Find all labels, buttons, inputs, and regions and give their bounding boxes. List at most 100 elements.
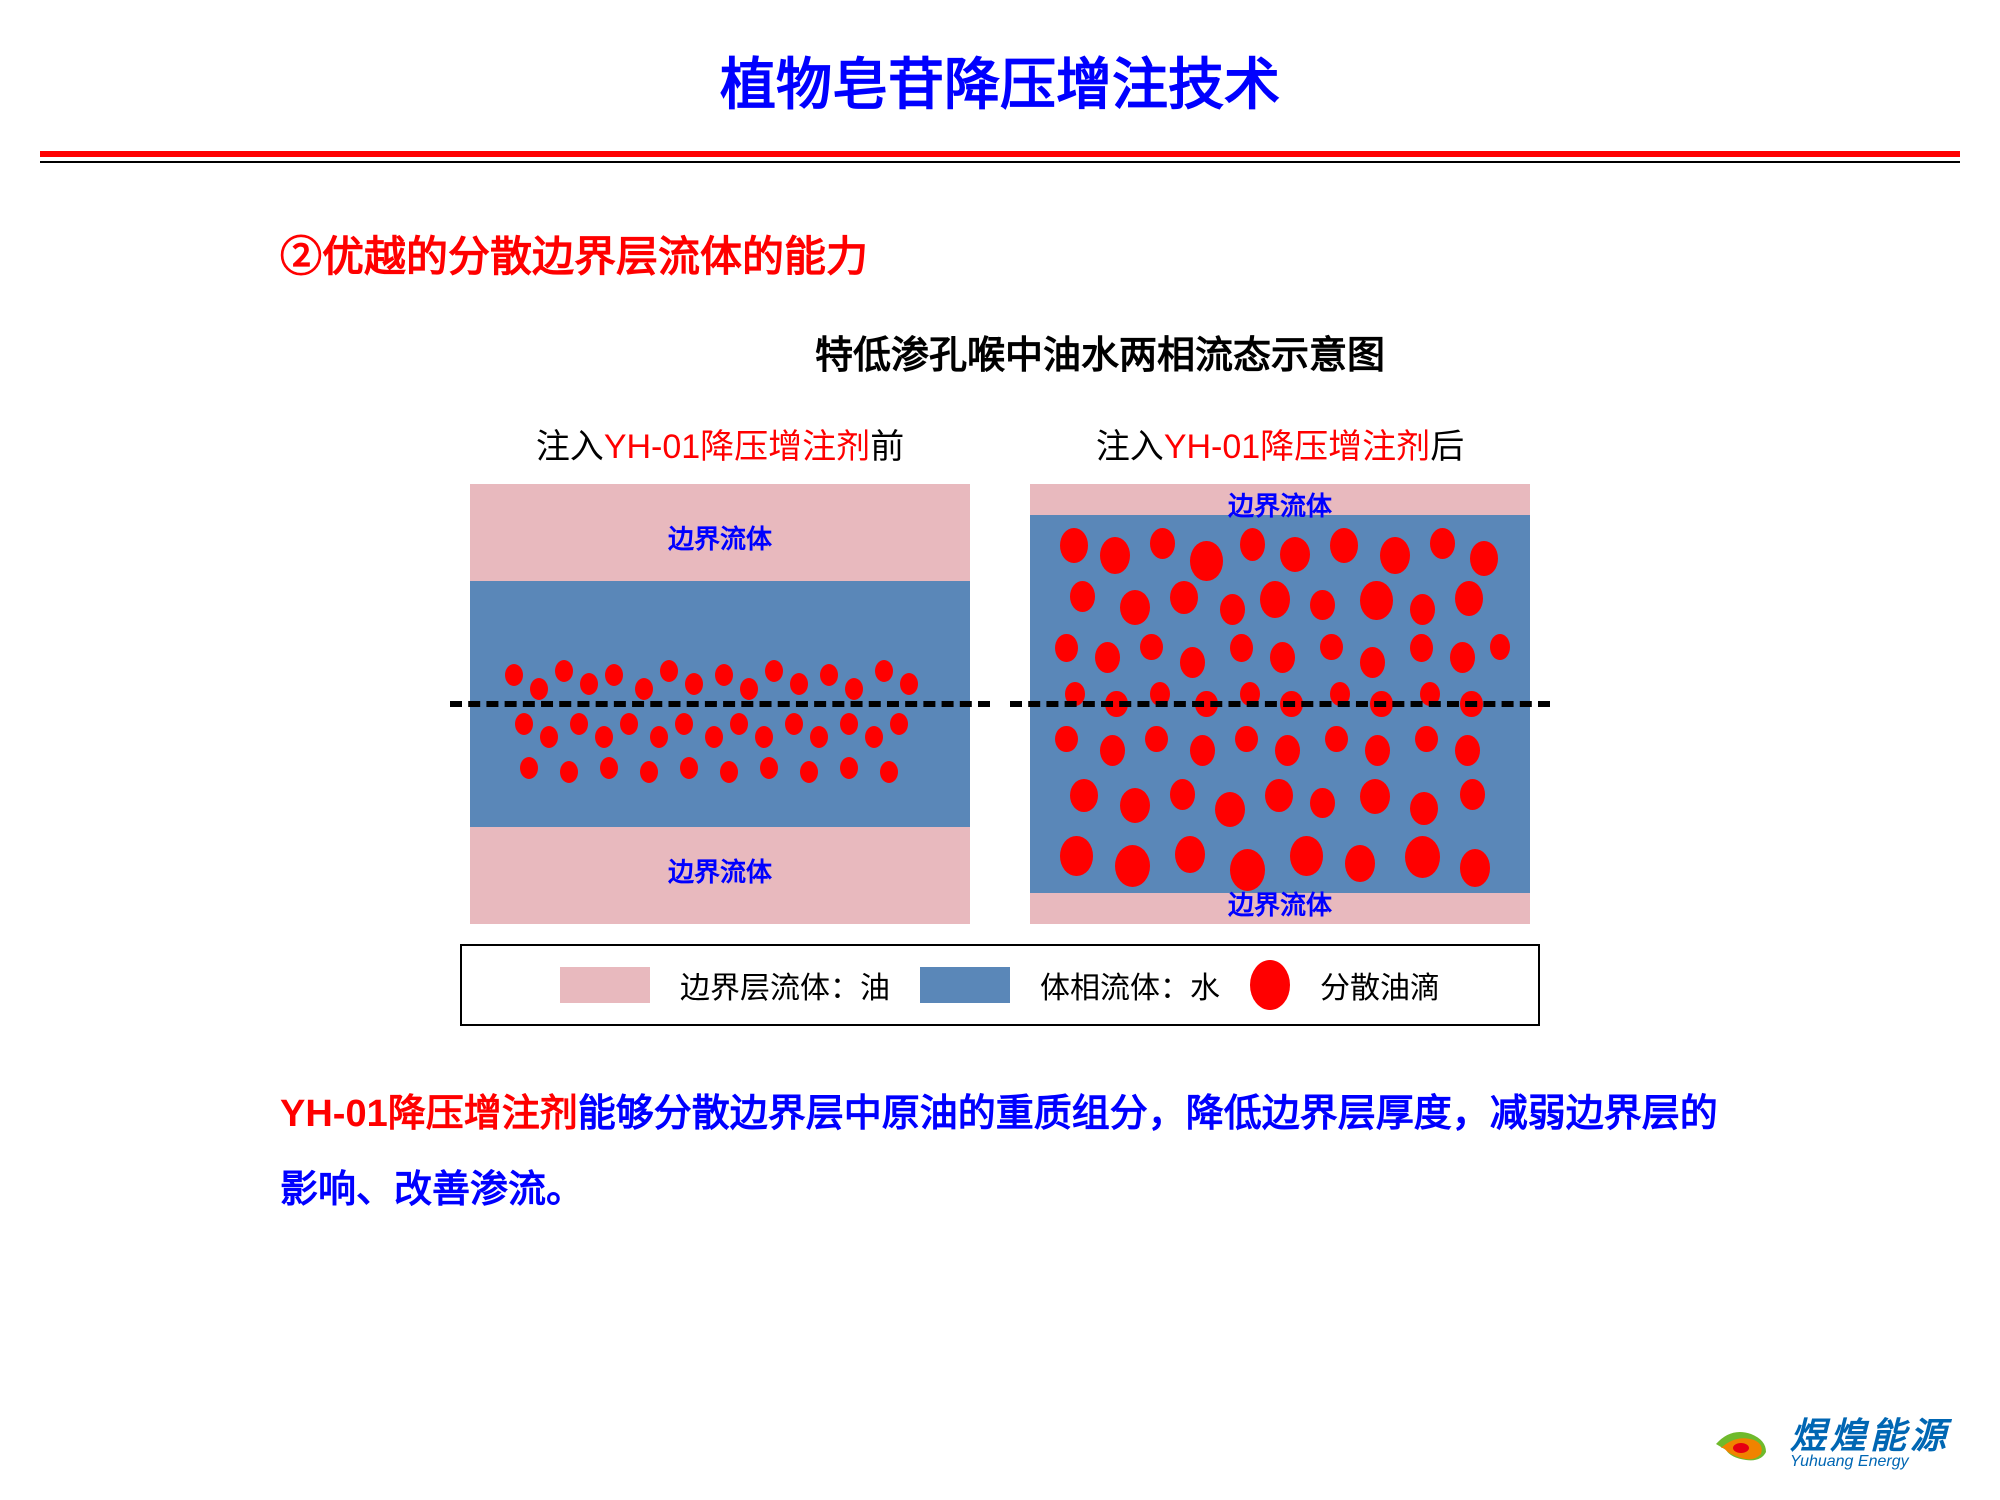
oil-droplet <box>785 713 803 735</box>
oil-droplet <box>765 660 783 682</box>
oil-droplet <box>1260 581 1290 618</box>
oil-droplet <box>1170 779 1195 810</box>
divider-red <box>40 151 1960 157</box>
oil-droplet <box>1180 647 1205 678</box>
subtitle: ②优越的分散边界层流体的能力 <box>280 223 1720 284</box>
oil-droplet <box>680 757 698 779</box>
oil-droplet <box>840 713 858 735</box>
oil-droplet <box>1055 634 1078 663</box>
logo-swirl-icon <box>1706 1422 1776 1466</box>
oil-droplet <box>730 713 748 735</box>
oil-droplet <box>1310 788 1335 819</box>
oil-droplet <box>660 660 678 682</box>
oil-droplet <box>1235 726 1258 752</box>
oil-droplet <box>1230 634 1253 663</box>
zone-label-top: 边界流体 <box>1228 486 1332 523</box>
oil-droplet <box>845 678 863 700</box>
panel-after: 边界流体边界流体 <box>1030 484 1530 924</box>
header: 植物皂苷降压增注技术 <box>0 0 2000 141</box>
oil-droplet <box>890 713 908 735</box>
oil-droplet <box>1415 726 1438 752</box>
oil-droplet <box>1190 541 1223 581</box>
oil-droplet <box>1150 528 1175 559</box>
oil-droplet <box>1120 590 1150 625</box>
legend-label-water: 体相流体：水 <box>1040 963 1220 1007</box>
oil-droplet <box>1405 836 1440 878</box>
oil-droplet <box>1115 845 1150 887</box>
center-dash-line <box>1010 701 1550 707</box>
oil-droplet <box>1095 642 1120 673</box>
oil-droplet <box>540 726 558 748</box>
panel-before: 边界流体边界流体 <box>470 484 970 924</box>
oil-droplet <box>1360 779 1390 814</box>
page-title: 植物皂苷降压增注技术 <box>0 40 2000 121</box>
oil-droplet <box>675 713 693 735</box>
oil-droplet <box>740 678 758 700</box>
oil-droplet <box>515 713 533 735</box>
oil-droplet <box>1450 642 1475 673</box>
oil-droplet <box>1330 528 1358 563</box>
panel-before-label: 注入YH-01降压增注剂前 <box>470 419 970 468</box>
oil-droplet <box>600 757 618 779</box>
oil-droplet <box>1455 735 1480 766</box>
oil-droplet <box>1380 537 1410 574</box>
oil-droplet <box>1490 634 1510 660</box>
oil-droplet <box>1275 735 1300 766</box>
legend-swatch-droplet <box>1250 960 1290 1010</box>
oil-droplet <box>1345 845 1375 882</box>
center-dash-line <box>450 701 990 707</box>
oil-droplet <box>1455 581 1483 616</box>
oil-droplet <box>1460 849 1490 886</box>
content: ②优越的分散边界层流体的能力 特低渗孔喉中油水两相流态示意图 注入YH-01降压… <box>0 163 2000 1228</box>
zone-label-bottom: 边界流体 <box>668 852 772 889</box>
oil-droplet <box>705 726 723 748</box>
oil-droplet <box>1290 836 1323 876</box>
oil-droplet <box>1100 735 1125 766</box>
oil-droplet <box>1410 594 1435 625</box>
oil-droplet <box>1410 792 1438 825</box>
panel-before-wrap: 注入YH-01降压增注剂前 边界流体边界流体 <box>470 419 970 924</box>
oil-droplet <box>1240 528 1265 561</box>
oil-droplet <box>595 726 613 748</box>
oil-droplet <box>840 757 858 779</box>
oil-droplet <box>755 726 773 748</box>
oil-droplet <box>1215 792 1245 827</box>
oil-droplet <box>1360 581 1393 621</box>
oil-droplet <box>1360 647 1385 678</box>
oil-droplet <box>875 660 893 682</box>
logo: 煜煌能源 Yuhuang Energy <box>1706 1418 1950 1470</box>
oil-droplet <box>865 726 883 748</box>
logo-text: 煜煌能源 Yuhuang Energy <box>1790 1418 1950 1470</box>
oil-droplet <box>650 726 668 748</box>
panel-after-label: 注入YH-01降压增注剂后 <box>1030 419 1530 468</box>
bottom-text: YH-01降压增注剂能够分散边界层中原油的重质组分，降低边界层厚度，减弱边界层的… <box>280 1076 1720 1228</box>
oil-droplet <box>1265 779 1293 812</box>
panel-after-wrap: 注入YH-01降压增注剂后 边界流体边界流体 <box>1030 419 1530 924</box>
oil-droplet <box>1070 779 1098 812</box>
oil-droplet <box>1070 581 1095 612</box>
oil-droplet <box>760 757 778 779</box>
oil-droplet <box>570 713 588 735</box>
oil-droplet <box>1055 726 1078 752</box>
oil-droplet <box>1410 634 1433 663</box>
oil-droplet <box>810 726 828 748</box>
oil-droplet <box>555 660 573 682</box>
oil-droplet <box>1060 836 1093 876</box>
oil-droplet <box>1220 594 1245 625</box>
diagram-title: 特低渗孔喉中油水两相流态示意图 <box>280 324 1720 379</box>
oil-droplet <box>1170 581 1198 614</box>
oil-droplet <box>1460 779 1485 810</box>
legend-label-oil: 边界层流体：油 <box>680 963 890 1007</box>
legend-label-droplet: 分散油滴 <box>1320 963 1440 1007</box>
oil-droplet <box>1470 541 1498 576</box>
oil-droplet <box>1320 634 1343 660</box>
oil-droplet <box>1310 590 1335 621</box>
oil-droplet <box>520 757 538 779</box>
oil-droplet <box>620 713 638 735</box>
legend-swatch-water <box>920 967 1010 1003</box>
oil-droplet <box>530 678 548 700</box>
oil-droplet <box>1120 788 1150 823</box>
oil-droplet <box>1230 849 1265 891</box>
oil-droplet <box>1270 642 1295 673</box>
oil-droplet <box>1325 726 1348 752</box>
